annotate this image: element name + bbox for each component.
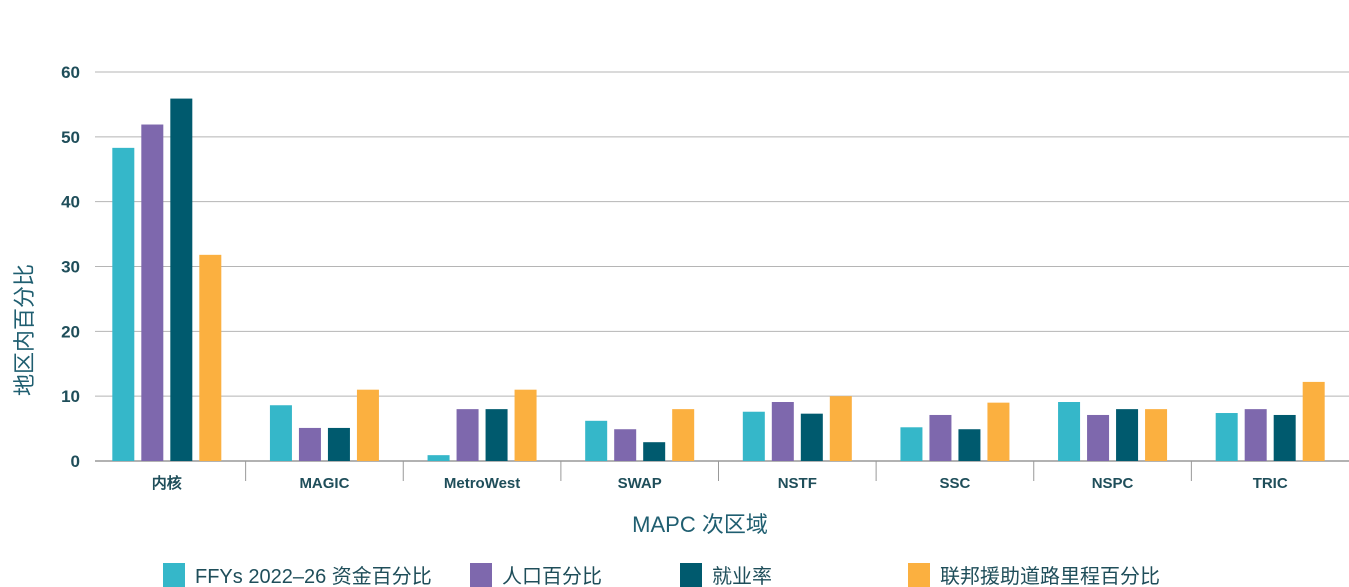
bar — [456, 409, 479, 461]
x-tick-label: SWAP — [618, 475, 662, 492]
x-tick-label: TRIC — [1253, 475, 1288, 492]
y-axis-label: 地区内百分比 — [12, 264, 37, 396]
x-tick-label: SSC — [940, 475, 971, 492]
bar — [112, 147, 135, 462]
legend-label: 人口百分比 — [502, 565, 602, 587]
bar — [1087, 414, 1110, 461]
bar — [356, 389, 379, 461]
bar — [829, 396, 852, 461]
bar — [269, 405, 292, 461]
bar — [958, 429, 981, 461]
bar — [1215, 413, 1238, 461]
legend-label: 就业率 — [712, 565, 772, 587]
x-tick-label: 内核 — [152, 474, 182, 492]
bar — [643, 442, 666, 461]
bar — [987, 402, 1010, 461]
y-tick-label: 50 — [61, 128, 80, 147]
y-tick-label: 60 — [61, 63, 80, 82]
y-tick-label: 0 — [71, 452, 80, 471]
x-axis-label: MAPC 次区域 — [632, 512, 768, 537]
x-tick-label: NSTF — [778, 475, 817, 492]
bar — [1145, 409, 1168, 461]
bar — [327, 427, 350, 461]
x-tick-label: MetroWest — [444, 475, 520, 492]
y-tick-label: 20 — [61, 322, 80, 341]
legend-swatch — [163, 563, 185, 587]
bar — [1116, 409, 1139, 461]
bar — [199, 254, 222, 461]
bar — [614, 429, 637, 461]
bar — [485, 409, 508, 461]
bar — [800, 413, 823, 461]
bar — [771, 402, 794, 461]
x-tick-label: MAGIC — [299, 475, 349, 492]
y-tick-label: 10 — [61, 387, 80, 406]
bar — [672, 409, 695, 461]
bar — [141, 124, 164, 461]
bar — [1302, 381, 1325, 461]
legend-swatch — [908, 563, 930, 587]
bar — [929, 414, 952, 461]
bar — [900, 427, 923, 461]
bar — [1244, 409, 1267, 461]
bar — [742, 411, 765, 461]
x-tick-label: NSPC — [1092, 475, 1134, 492]
bar — [298, 427, 321, 461]
bar — [1058, 402, 1081, 461]
bar — [585, 420, 608, 461]
legend-swatch — [470, 563, 492, 587]
bar — [514, 389, 537, 461]
y-tick-label: 30 — [61, 258, 80, 277]
bar — [427, 455, 450, 461]
bar — [1273, 414, 1296, 461]
bar — [170, 98, 193, 461]
legend-swatch — [680, 563, 702, 587]
legend-label: FFYs 2022–26 资金百分比 — [195, 565, 432, 587]
y-tick-label: 40 — [61, 193, 80, 212]
legend-label: 联邦援助道路里程百分比 — [940, 565, 1160, 587]
